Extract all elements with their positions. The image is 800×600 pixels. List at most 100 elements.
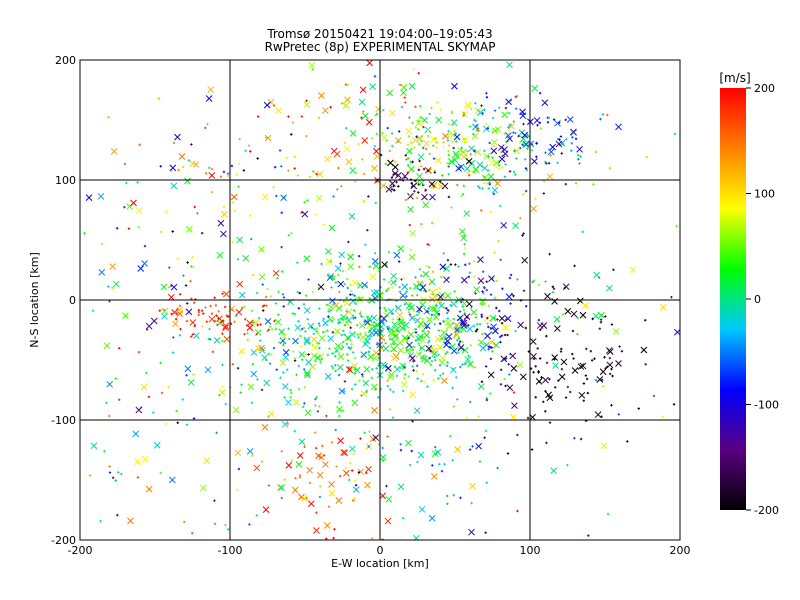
data-point-dot: [196, 212, 199, 215]
data-point-cross: [359, 334, 367, 341]
data-point-dot: [433, 137, 437, 140]
data-point-cross: [505, 293, 513, 301]
data-point-dot: [390, 367, 393, 371]
data-point-dot: [480, 313, 483, 316]
data-point-dot: [438, 287, 441, 290]
data-point-cross: [353, 366, 361, 374]
data-point-dot: [331, 331, 335, 334]
data-point-dot: [534, 365, 537, 368]
data-point-cross: [261, 193, 269, 201]
data-point-cross: [217, 219, 225, 227]
data-point-dot: [332, 536, 335, 540]
data-point-cross: [408, 253, 416, 261]
data-point-cross: [596, 376, 604, 383]
data-point-cross: [236, 280, 244, 288]
data-point-cross: [318, 334, 326, 342]
data-point-dot: [390, 188, 394, 191]
data-point-dot: [370, 376, 373, 380]
data-point-dot: [174, 317, 178, 321]
data-point-dot: [495, 306, 498, 310]
data-point-dot: [473, 118, 476, 122]
data-point-cross: [492, 327, 499, 335]
data-point-dot: [535, 142, 538, 145]
data-point-cross: [412, 534, 420, 540]
data-point-cross: [407, 206, 414, 213]
data-point-cross: [513, 147, 521, 155]
data-point-dot: [184, 284, 188, 287]
data-point-cross: [434, 449, 442, 456]
data-point-dot: [115, 227, 119, 230]
data-point-dot: [308, 481, 312, 485]
data-point-dot: [147, 395, 151, 399]
data-point-dot: [383, 307, 387, 311]
data-point-dot: [453, 290, 456, 293]
data-point-cross: [301, 210, 309, 218]
data-point-dot: [491, 156, 494, 159]
data-point-dot: [386, 435, 389, 438]
data-point-cross: [303, 101, 311, 108]
data-point-dot: [221, 385, 224, 388]
data-point-cross: [379, 361, 387, 369]
data-point-cross: [546, 173, 554, 181]
data-point-dot: [484, 365, 488, 368]
data-point-cross: [347, 263, 355, 270]
data-point-cross: [381, 261, 388, 268]
data-point-cross: [443, 265, 450, 272]
data-point-dot: [461, 193, 465, 196]
data-point-dot: [549, 154, 552, 157]
data-point-dot: [281, 293, 285, 296]
data-point-dot: [446, 317, 449, 320]
data-point-dot: [470, 502, 473, 505]
data-point-dot: [572, 357, 575, 360]
data-point-dot: [410, 449, 413, 453]
data-point-dot: [670, 295, 673, 299]
data-point-dot: [496, 318, 499, 321]
data-point-dot: [577, 158, 580, 161]
data-point-dot: [242, 305, 246, 309]
data-point-dot: [340, 333, 343, 337]
data-point-dot: [236, 258, 240, 261]
data-point-dot: [381, 131, 384, 135]
data-point-dot: [418, 268, 422, 271]
data-point-cross: [373, 153, 381, 160]
data-point-dot: [521, 234, 524, 237]
data-point-cross: [222, 324, 229, 331]
data-point-dot: [100, 242, 104, 246]
data-point-cross: [415, 351, 423, 358]
data-point-dot: [204, 126, 207, 130]
data-point-dot: [159, 230, 163, 234]
data-point-dot: [331, 352, 334, 355]
data-point-cross: [336, 364, 344, 371]
data-point-cross: [345, 317, 353, 324]
data-point-dot: [313, 328, 316, 331]
data-point-dot: [282, 305, 285, 308]
data-point-dot: [512, 294, 515, 298]
data-point-dot: [417, 338, 420, 341]
data-point-cross: [380, 315, 388, 322]
data-point-dot: [538, 91, 542, 95]
y-tick-label: 0: [69, 294, 76, 307]
data-point-cross: [322, 107, 329, 114]
data-point-dot: [192, 373, 195, 376]
data-point-dot: [390, 132, 394, 135]
data-point-dot: [352, 309, 356, 312]
data-point-dot: [462, 138, 465, 141]
data-point-dot: [473, 366, 476, 369]
data-point-dot: [304, 330, 307, 333]
data-point-dot: [426, 134, 430, 138]
data-point-dot: [272, 186, 275, 189]
data-point-dot: [398, 83, 402, 87]
data-point-dot: [423, 354, 427, 357]
data-point-dot: [459, 365, 462, 369]
data-point-dot: [491, 130, 494, 133]
data-point-cross: [435, 116, 443, 124]
data-point-dot: [426, 330, 430, 333]
data-point-dot: [559, 135, 563, 138]
data-point-dot: [514, 173, 517, 176]
data-point-dot: [531, 280, 534, 284]
data-point-dot: [498, 167, 501, 170]
data-point-cross: [317, 283, 325, 291]
data-point-cross: [298, 351, 306, 358]
data-point-dot: [496, 466, 499, 470]
